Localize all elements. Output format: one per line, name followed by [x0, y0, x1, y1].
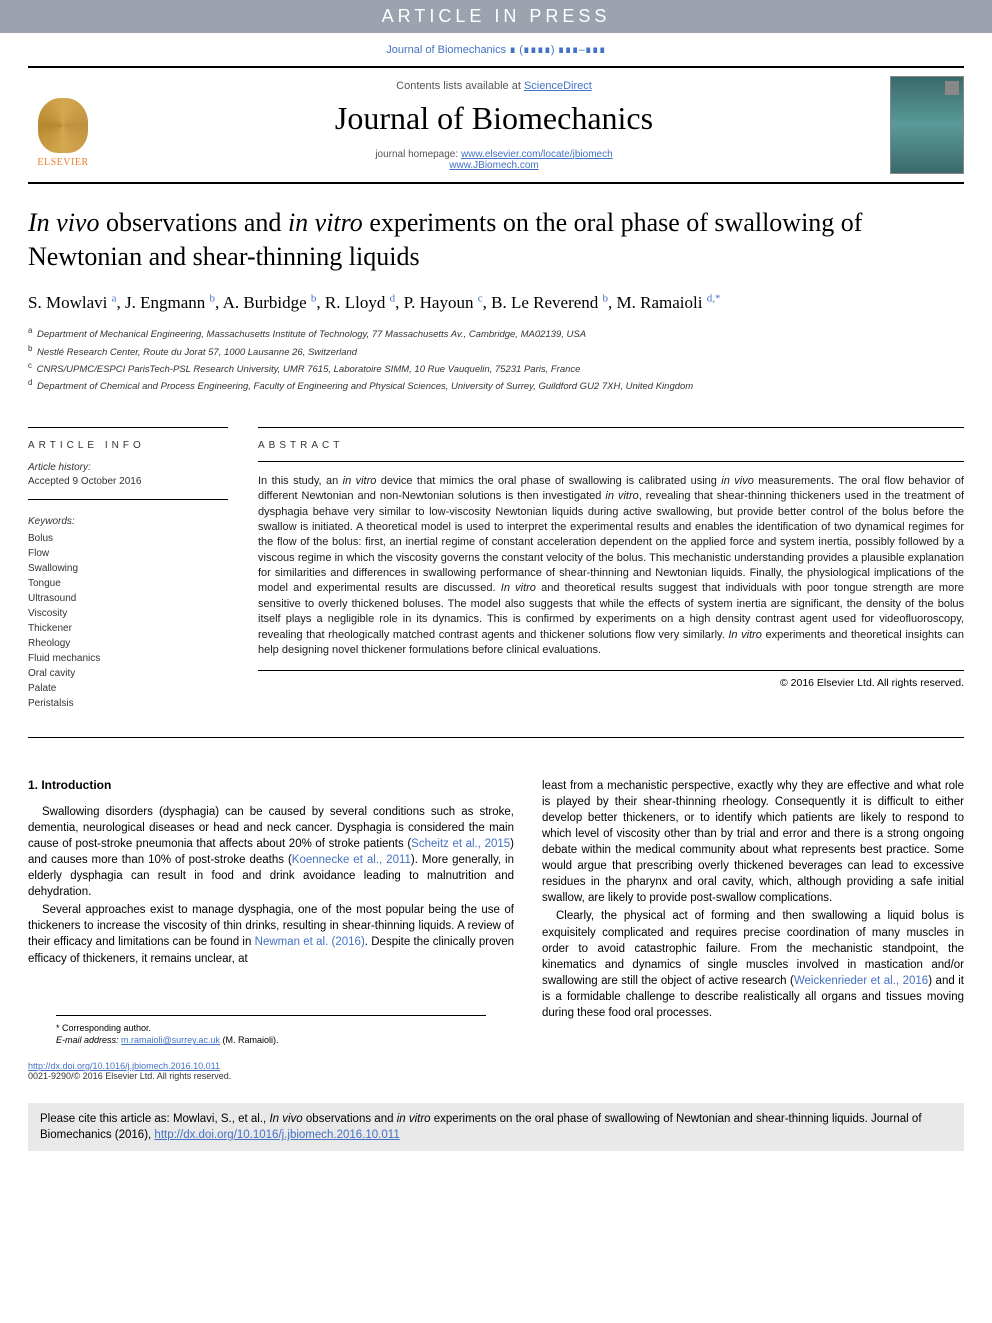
article-history: Article history: Accepted 9 October 2016: [28, 461, 228, 500]
banner-text: ARTICLE IN PRESS: [382, 6, 611, 26]
doi-block: http://dx.doi.org/10.1016/j.jbiomech.201…: [0, 1057, 992, 1091]
citation-text: Journal of Biomechanics ∎ (∎∎∎∎) ∎∎∎–∎∎∎: [386, 44, 605, 56]
abstract-heading: abstract: [258, 427, 964, 451]
running-head-citation: Journal of Biomechanics ∎ (∎∎∎∎) ∎∎∎–∎∎∎: [0, 33, 992, 66]
article-info-heading: article info: [28, 427, 228, 451]
section-1-heading: 1. Introduction: [28, 778, 514, 792]
body-paragraph: Several approaches exist to manage dysph…: [28, 902, 514, 966]
journal-homepage: journal homepage: www.elsevier.com/locat…: [98, 149, 890, 171]
affiliation-line: b Nestlé Research Center, Route du Jorat…: [28, 343, 964, 360]
affiliation-line: c CNRS/UPMC/ESPCI ParisTech-PSL Research…: [28, 360, 964, 377]
copyright-line: © 2016 Elsevier Ltd. All rights reserved…: [258, 677, 964, 689]
journal-cover-thumbnail: [890, 76, 964, 174]
issn-copyright: 0021-9290/© 2016 Elsevier Ltd. All right…: [28, 1071, 231, 1081]
keywords-list: BolusFlowSwallowingTongueUltrasoundVisco…: [28, 533, 100, 709]
body-paragraph: least from a mechanistic perspective, ex…: [542, 778, 964, 907]
elsevier-tree-icon: [38, 98, 88, 153]
keywords-block: Keywords: BolusFlowSwallowingTongueUltra…: [28, 514, 228, 711]
header-center: Contents lists available at ScienceDirec…: [98, 80, 890, 171]
doi-link[interactable]: http://dx.doi.org/10.1016/j.jbiomech.201…: [28, 1061, 220, 1071]
authors-list: S. Mowlavi a, J. Engmann b, A. Burbidge …: [0, 280, 992, 324]
body-column-left: 1. Introduction Swallowing disorders (dy…: [28, 778, 514, 1051]
journal-title: Journal of Biomechanics: [98, 100, 890, 137]
homepage-link-2[interactable]: www.JBiomech.com: [449, 160, 538, 171]
body-paragraph: Clearly, the physical act of forming and…: [542, 908, 964, 1021]
journal-header: ELSEVIER Contents lists available at Sci…: [0, 68, 992, 182]
email-line: E-mail address: m.ramaioli@surrey.ac.uk …: [56, 1034, 486, 1047]
contents-available: Contents lists available at ScienceDirec…: [98, 80, 890, 92]
sciencedirect-link[interactable]: ScienceDirect: [524, 80, 592, 92]
abstract-text: In this study, an in vitro device that m…: [258, 461, 964, 672]
body-columns: 1. Introduction Swallowing disorders (dy…: [0, 738, 992, 1057]
email-link[interactable]: m.ramaioli@surrey.ac.uk: [121, 1035, 220, 1045]
citation-doi-link[interactable]: http://dx.doi.org/10.1016/j.jbiomech.201…: [154, 1129, 399, 1141]
article-info-sidebar: article info Article history: Accepted 9…: [28, 427, 228, 711]
homepage-link-1[interactable]: www.elsevier.com/locate/jbiomech: [461, 149, 613, 160]
body-paragraph: Swallowing disorders (dysphagia) can be …: [28, 804, 514, 901]
publisher-name: ELSEVIER: [37, 157, 88, 168]
corresponding-author: * Corresponding author.: [56, 1022, 486, 1035]
article-in-press-banner: ARTICLE IN PRESS: [0, 0, 992, 33]
affiliation-line: d Department of Chemical and Process Eng…: [28, 377, 964, 394]
cover-corner-icon: [945, 81, 959, 95]
body-column-right: least from a mechanistic perspective, ex…: [542, 778, 964, 1051]
affiliations: a Department of Mechanical Engineering, …: [0, 323, 992, 413]
affiliation-line: a Department of Mechanical Engineering, …: [28, 325, 964, 342]
footnote-block: * Corresponding author. E-mail address: …: [56, 1015, 486, 1051]
citation-box: Please cite this article as: Mowlavi, S.…: [28, 1103, 964, 1151]
article-title: In vivo observations and in vitro experi…: [0, 184, 992, 280]
publisher-logo: ELSEVIER: [28, 83, 98, 168]
abstract-block: abstract In this study, an in vitro devi…: [258, 427, 964, 711]
meta-row: article info Article history: Accepted 9…: [0, 413, 992, 711]
